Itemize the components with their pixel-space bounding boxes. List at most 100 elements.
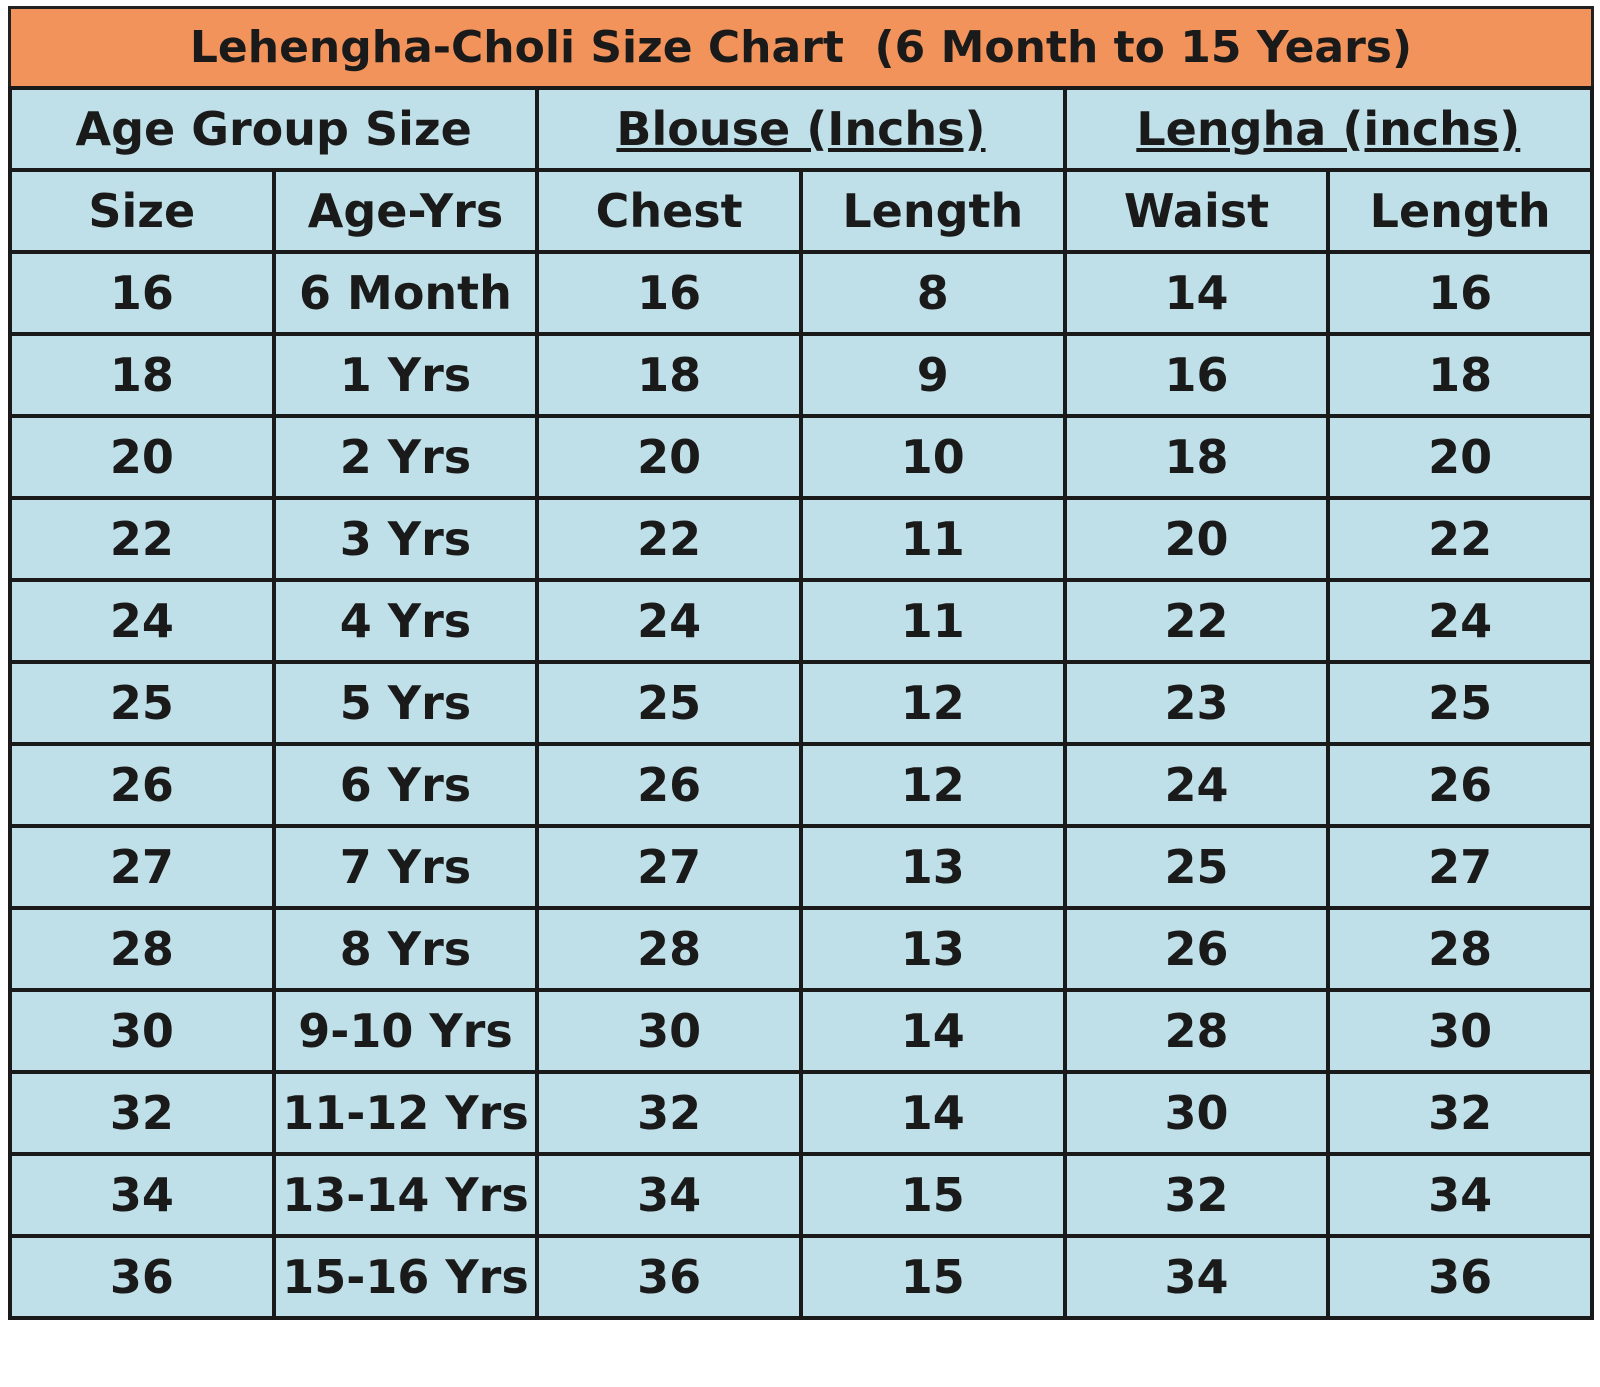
column-header: Length bbox=[1326, 168, 1594, 254]
column-header: Size bbox=[8, 168, 276, 254]
data-row: 36 15-16 Yrs 36 15 34 36 bbox=[8, 1234, 1594, 1320]
cell: 15 bbox=[798, 1152, 1067, 1238]
data-row: 16 6 Month 16 8 14 16 bbox=[8, 250, 1594, 336]
cell: 36 bbox=[535, 1234, 803, 1320]
cell: 11 bbox=[798, 578, 1067, 664]
cell: 9 bbox=[798, 332, 1067, 418]
data-row: 26 6 Yrs 26 12 24 26 bbox=[8, 742, 1594, 828]
cell: 30 bbox=[1326, 988, 1594, 1074]
data-row: 28 8 Yrs 28 13 26 28 bbox=[8, 906, 1594, 992]
data-row: 24 4 Yrs 24 11 22 24 bbox=[8, 578, 1594, 664]
cell: 36 bbox=[8, 1234, 276, 1320]
cell: 24 bbox=[1062, 742, 1331, 828]
group-header: Age Group Size bbox=[7, 86, 540, 172]
column-header: Waist bbox=[1062, 168, 1331, 254]
cell: 22 bbox=[1326, 496, 1594, 582]
cell: 1 Yrs bbox=[271, 332, 540, 418]
cell: 18 bbox=[535, 332, 803, 418]
cell: 14 bbox=[798, 1070, 1067, 1156]
cell: 13 bbox=[798, 906, 1067, 992]
group-header: Blouse (Inchs) bbox=[535, 86, 1067, 172]
group-header-row: Age Group Size Blouse (Inchs) Lengha (inch… bbox=[7, 86, 1595, 172]
cell: 34 bbox=[8, 1152, 276, 1238]
cell: 14 bbox=[798, 988, 1067, 1074]
cell: 11 bbox=[798, 496, 1067, 582]
cell: 22 bbox=[535, 496, 803, 582]
cell: 8 Yrs bbox=[271, 906, 540, 992]
cell: 18 bbox=[8, 332, 276, 418]
cell: 15 bbox=[798, 1234, 1067, 1320]
cell: 25 bbox=[1062, 824, 1331, 910]
cell: 24 bbox=[535, 578, 803, 664]
cell: 24 bbox=[8, 578, 276, 664]
column-header: Age-Yrs bbox=[271, 168, 540, 254]
cell: 9-10 Yrs bbox=[271, 988, 540, 1074]
cell: 30 bbox=[1062, 1070, 1331, 1156]
cell: 30 bbox=[535, 988, 803, 1074]
cell: 20 bbox=[1326, 414, 1594, 500]
column-header: Chest bbox=[535, 168, 803, 254]
cell: 16 bbox=[8, 250, 276, 336]
data-row: 27 7 Yrs 27 13 25 27 bbox=[8, 824, 1594, 910]
cell: 32 bbox=[535, 1070, 803, 1156]
cell: 27 bbox=[1326, 824, 1594, 910]
data-row: 30 9-10 Yrs 30 14 28 30 bbox=[8, 988, 1594, 1074]
cell: 25 bbox=[535, 660, 803, 746]
data-row: 18 1 Yrs 18 9 16 18 bbox=[8, 332, 1594, 418]
data-row: 25 5 Yrs 25 12 23 25 bbox=[8, 660, 1594, 746]
cell: 20 bbox=[1062, 496, 1331, 582]
cell: 22 bbox=[1062, 578, 1331, 664]
cell: 36 bbox=[1326, 1234, 1594, 1320]
cell: 6 Yrs bbox=[271, 742, 540, 828]
cell: 34 bbox=[1062, 1234, 1331, 1320]
cell: 10 bbox=[798, 414, 1067, 500]
cell: 28 bbox=[8, 906, 276, 992]
header-row: Size Age-Yrs Chest Length Waist Length bbox=[8, 168, 1594, 254]
cell: 32 bbox=[8, 1070, 276, 1156]
cell: 26 bbox=[1062, 906, 1331, 992]
cell: 16 bbox=[1326, 250, 1594, 336]
data-row: 22 3 Yrs 22 11 20 22 bbox=[8, 496, 1594, 582]
cell: 28 bbox=[1062, 988, 1331, 1074]
cell: 20 bbox=[8, 414, 276, 500]
cell: 25 bbox=[8, 660, 276, 746]
cell: 26 bbox=[535, 742, 803, 828]
group-header: Lengha (inchs) bbox=[1062, 86, 1595, 172]
cell: 22 bbox=[8, 496, 276, 582]
cell: 14 bbox=[1062, 250, 1331, 336]
cell: 28 bbox=[535, 906, 803, 992]
cell: 15-16 Yrs bbox=[271, 1234, 540, 1320]
cell: 13-14 Yrs bbox=[271, 1152, 540, 1238]
cell: 4 Yrs bbox=[271, 578, 540, 664]
cell: 16 bbox=[535, 250, 803, 336]
cell: 23 bbox=[1062, 660, 1331, 746]
cell: 26 bbox=[8, 742, 276, 828]
cell: 12 bbox=[798, 660, 1067, 746]
column-header: Length bbox=[798, 168, 1067, 254]
cell: 6 Month bbox=[271, 250, 540, 336]
cell: 30 bbox=[8, 988, 276, 1074]
cell: 3 Yrs bbox=[271, 496, 540, 582]
cell: 32 bbox=[1326, 1070, 1594, 1156]
data-row: 32 11-12 Yrs 32 14 30 32 bbox=[8, 1070, 1594, 1156]
cell: 27 bbox=[535, 824, 803, 910]
cell: 11-12 Yrs bbox=[271, 1070, 540, 1156]
data-row: 34 13-14 Yrs 34 15 32 34 bbox=[8, 1152, 1594, 1238]
cell: 25 bbox=[1326, 660, 1594, 746]
cell: 34 bbox=[535, 1152, 803, 1238]
cell: 2 Yrs bbox=[271, 414, 540, 500]
cell: 13 bbox=[798, 824, 1067, 910]
size-chart: Lehengha-Choli Size Chart (6 Month to 15… bbox=[7, 6, 1595, 1320]
size-table: Age Group Size Blouse (Inchs) Lengha (inch… bbox=[7, 86, 1595, 1320]
cell: 26 bbox=[1326, 742, 1594, 828]
cell: 5 Yrs bbox=[271, 660, 540, 746]
chart-title: Lehengha-Choli Size Chart (6 Month to 15… bbox=[8, 6, 1594, 86]
cell: 8 bbox=[798, 250, 1067, 336]
cell: 18 bbox=[1062, 414, 1331, 500]
cell: 27 bbox=[8, 824, 276, 910]
cell: 32 bbox=[1062, 1152, 1331, 1238]
cell: 20 bbox=[535, 414, 803, 500]
cell: 24 bbox=[1326, 578, 1594, 664]
cell: 28 bbox=[1326, 906, 1594, 992]
